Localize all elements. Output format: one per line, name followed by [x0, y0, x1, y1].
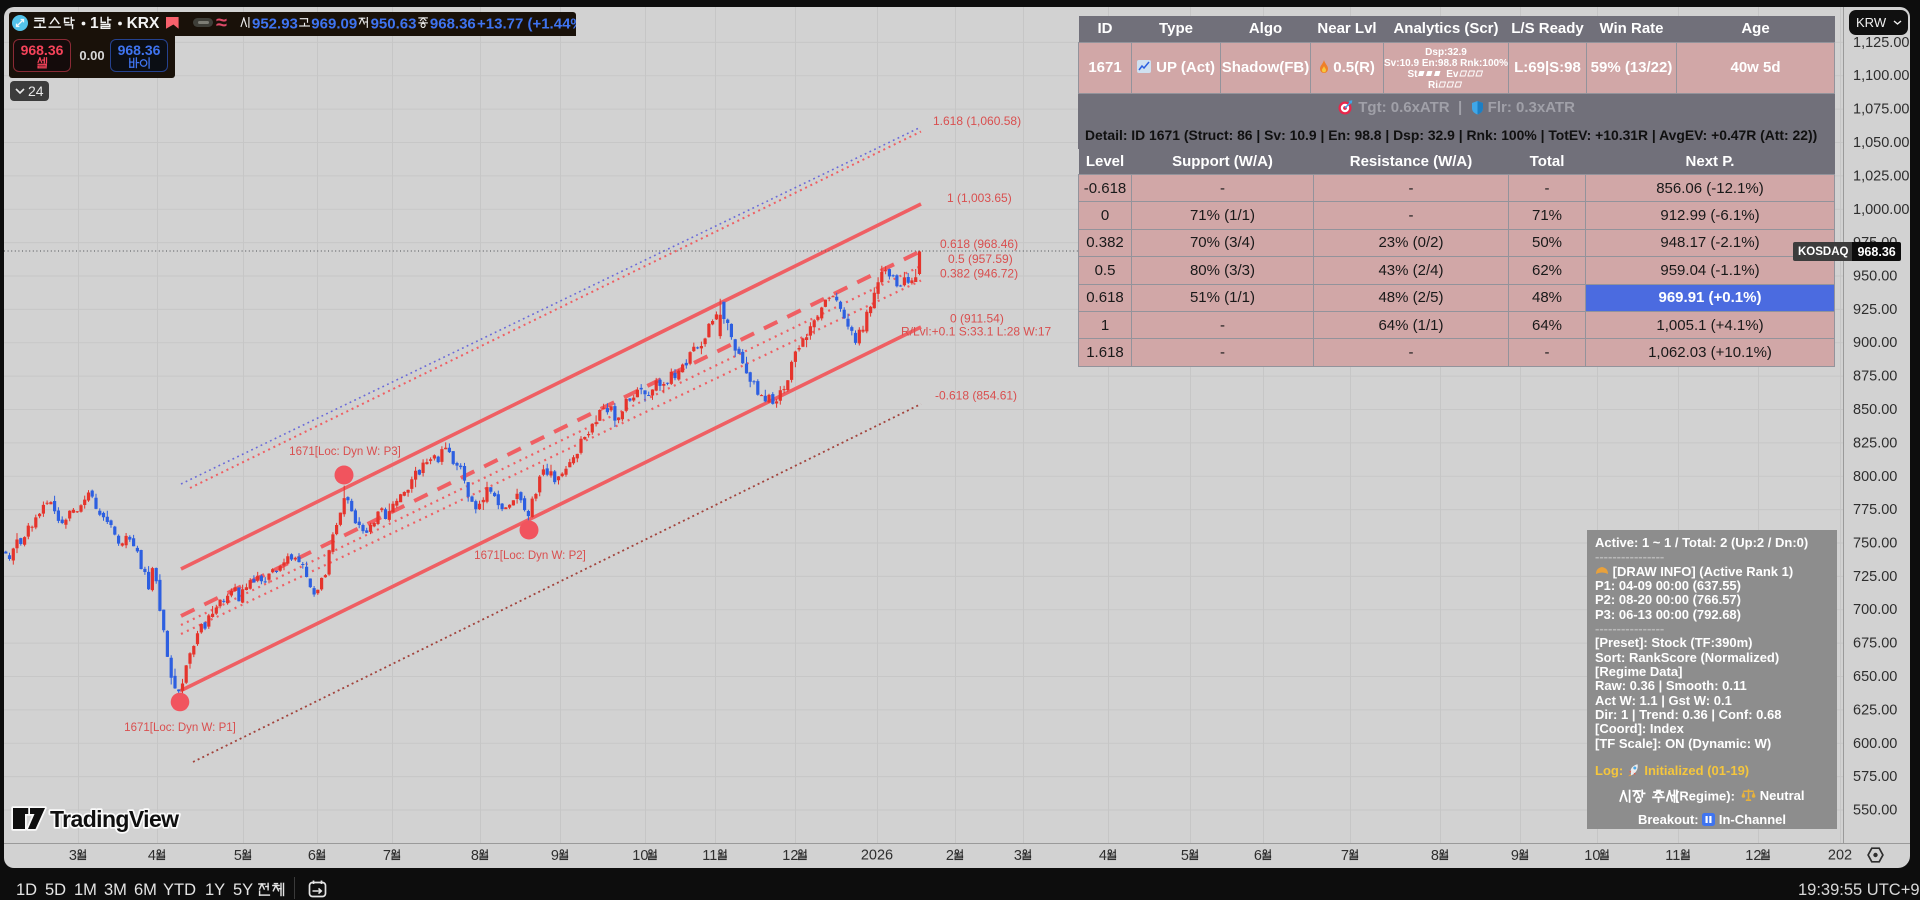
- svg-text:575.00: 575.00: [1853, 769, 1897, 785]
- svg-text:11: 11: [1665, 848, 1680, 864]
- svg-text:8: 8: [1431, 848, 1439, 864]
- svg-text:2: 2: [946, 848, 954, 864]
- svg-text:202: 202: [1828, 848, 1852, 864]
- svg-text:550.00: 550.00: [1853, 803, 1897, 819]
- svg-text:900.00: 900.00: [1853, 335, 1897, 351]
- svg-text:4: 4: [1099, 848, 1107, 864]
- svg-text:KRX: KRX: [127, 15, 160, 32]
- svg-text:725.00: 725.00: [1853, 569, 1897, 585]
- svg-text:675.00: 675.00: [1853, 636, 1897, 652]
- svg-text:1,000.00: 1,000.00: [1853, 202, 1909, 218]
- svg-text:12: 12: [782, 848, 798, 864]
- svg-text:650.00: 650.00: [1853, 669, 1897, 685]
- svg-text:1,100.00: 1,100.00: [1853, 68, 1909, 84]
- svg-text:0.618 (968.46): 0.618 (968.46): [940, 237, 1018, 251]
- svg-text:968.36: 968.36: [430, 16, 476, 33]
- svg-text:11: 11: [702, 848, 717, 864]
- svg-text:0 (911.54): 0 (911.54): [950, 312, 1004, 326]
- svg-text:9: 9: [1511, 848, 1519, 864]
- svg-text:950.00: 950.00: [1853, 269, 1897, 285]
- svg-text:(Regime):: (Regime):: [1675, 789, 1735, 803]
- svg-text:969.09: 969.09: [311, 16, 357, 33]
- svg-text:0.382 (946.72): 0.382 (946.72): [940, 267, 1018, 281]
- svg-text:952.93: 952.93: [252, 16, 298, 33]
- svg-text:1,075.00: 1,075.00: [1853, 102, 1909, 118]
- svg-text:0.5 (957.59): 0.5 (957.59): [948, 252, 1013, 266]
- svg-text:10: 10: [632, 848, 648, 864]
- svg-text:750.00: 750.00: [1853, 536, 1897, 552]
- svg-text:1: 1: [90, 15, 99, 32]
- svg-text:8: 8: [471, 848, 479, 864]
- svg-text:1,050.00: 1,050.00: [1853, 135, 1909, 151]
- svg-text:925.00: 925.00: [1853, 302, 1897, 318]
- svg-text:825.00: 825.00: [1853, 435, 1897, 451]
- svg-text:625.00: 625.00: [1853, 702, 1897, 718]
- svg-text:1 (1,003.65): 1 (1,003.65): [947, 191, 1012, 205]
- svg-text:875.00: 875.00: [1853, 369, 1897, 385]
- svg-text:1671[Loc: Dyn W: P1]: 1671[Loc: Dyn W: P1]: [124, 722, 236, 734]
- svg-text:1671[Loc: Dyn W: P3]: 1671[Loc: Dyn W: P3]: [289, 446, 401, 458]
- svg-text:800.00: 800.00: [1853, 469, 1897, 485]
- svg-text:950.63: 950.63: [371, 16, 417, 33]
- svg-text:3: 3: [1014, 848, 1022, 864]
- svg-text:9: 9: [551, 848, 559, 864]
- svg-text:600.00: 600.00: [1853, 736, 1897, 752]
- svg-text:850.00: 850.00: [1853, 402, 1897, 418]
- svg-text:12: 12: [1745, 848, 1761, 864]
- svg-text:700.00: 700.00: [1853, 602, 1897, 618]
- svg-text:1.618 (1,060.58): 1.618 (1,060.58): [933, 114, 1021, 128]
- svg-text:6: 6: [1254, 848, 1262, 864]
- svg-text:7: 7: [1341, 848, 1349, 864]
- svg-text:-0.618 (854.61): -0.618 (854.61): [935, 389, 1017, 403]
- svg-text:775.00: 775.00: [1853, 502, 1897, 518]
- svg-text:6: 6: [308, 848, 316, 864]
- svg-text:3: 3: [69, 848, 77, 864]
- svg-text:7: 7: [383, 848, 391, 864]
- svg-text:10: 10: [1584, 848, 1600, 864]
- svg-text:2026: 2026: [861, 848, 893, 864]
- svg-text:1,025.00: 1,025.00: [1853, 168, 1909, 184]
- svg-text:1671[Loc: Dyn W: P2]: 1671[Loc: Dyn W: P2]: [474, 550, 586, 562]
- svg-text:1,125.00: 1,125.00: [1853, 35, 1909, 51]
- svg-text:+13.77 (+1.44%): +13.77 (+1.44%): [477, 16, 576, 33]
- svg-text:5: 5: [1181, 848, 1189, 864]
- svg-text:R/Lvl:+0.1 S:33.1 L:28 W:17: R/Lvl:+0.1 S:33.1 L:28 W:17: [901, 325, 1052, 339]
- svg-text:4: 4: [148, 848, 156, 864]
- svg-text:TradingView: TradingView: [50, 806, 179, 832]
- svg-text:5: 5: [234, 848, 242, 864]
